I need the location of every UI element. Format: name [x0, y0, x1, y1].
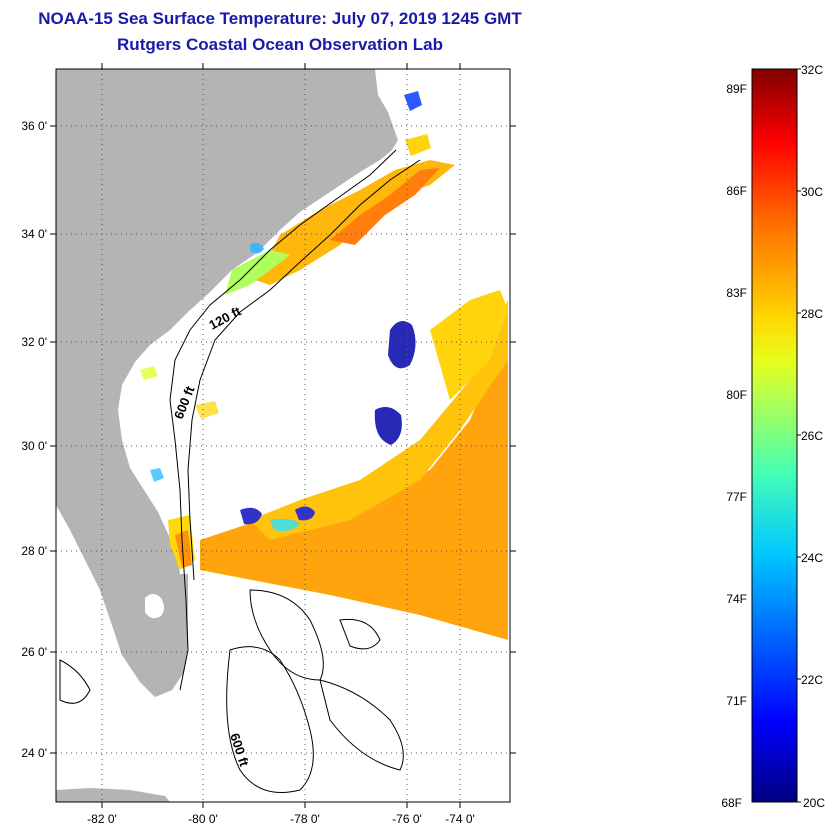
colorbar-celsius-label: 26C: [801, 429, 823, 443]
lat-label: 26 0': [21, 645, 47, 659]
lat-label: 32 0': [21, 335, 47, 349]
us-land: [56, 69, 398, 697]
lake: [145, 594, 164, 619]
colorbar-fahrenheit-label: 77F: [726, 490, 747, 504]
map-subtitle: Rutgers Coastal Ocean Observation Lab: [117, 35, 443, 54]
colorbar-celsius-label: 20C: [803, 796, 825, 810]
lon-label: -74 0': [445, 812, 475, 826]
colorbar-fahrenheit-label: 68F: [721, 796, 742, 810]
lat-label: 28 0': [21, 544, 47, 558]
colorbar-ticks: [797, 68, 801, 803]
map-grid: [56, 69, 510, 802]
lat-label: 36 0': [21, 119, 47, 133]
map-frame: [55, 68, 511, 803]
colorbar-fahrenheit-label: 74F: [726, 592, 747, 606]
cuba-land: [56, 788, 170, 802]
colorbar: [751, 68, 798, 803]
colorbar-fahrenheit-label: 80F: [726, 388, 747, 402]
colorbar-celsius-label: 24C: [801, 551, 823, 565]
map-ticks: [50, 63, 516, 808]
lon-label: -80 0': [188, 812, 218, 826]
colorbar-celsius-label: 28C: [801, 307, 823, 321]
lon-label: -82 0': [87, 812, 117, 826]
colorbar-fahrenheit-label: 71F: [726, 694, 747, 708]
florida-tip: [96, 574, 188, 697]
lat-label: 30 0': [21, 439, 47, 453]
colorbar-celsius-label: 22C: [801, 673, 823, 687]
lon-label: -78 0': [290, 812, 320, 826]
bathymetry-contours: [59, 149, 421, 793]
colorbar-fahrenheit-label: 89F: [726, 82, 747, 96]
lat-label: 34 0': [21, 227, 47, 241]
colorbar-celsius-label: 30C: [801, 185, 823, 199]
colorbar-fahrenheit-label: 86F: [726, 184, 747, 198]
swath-edge: [198, 574, 508, 802]
colorbar-celsius-label: 32C: [801, 63, 823, 77]
contour-label: 600 ft: [171, 383, 198, 421]
map-title: NOAA-15 Sea Surface Temperature: July 07…: [38, 9, 522, 28]
sst-data: [140, 91, 508, 640]
colorbar-fahrenheit-label: 83F: [726, 286, 747, 300]
lat-label: 24 0': [21, 746, 47, 760]
lon-label: -76 0': [392, 812, 422, 826]
